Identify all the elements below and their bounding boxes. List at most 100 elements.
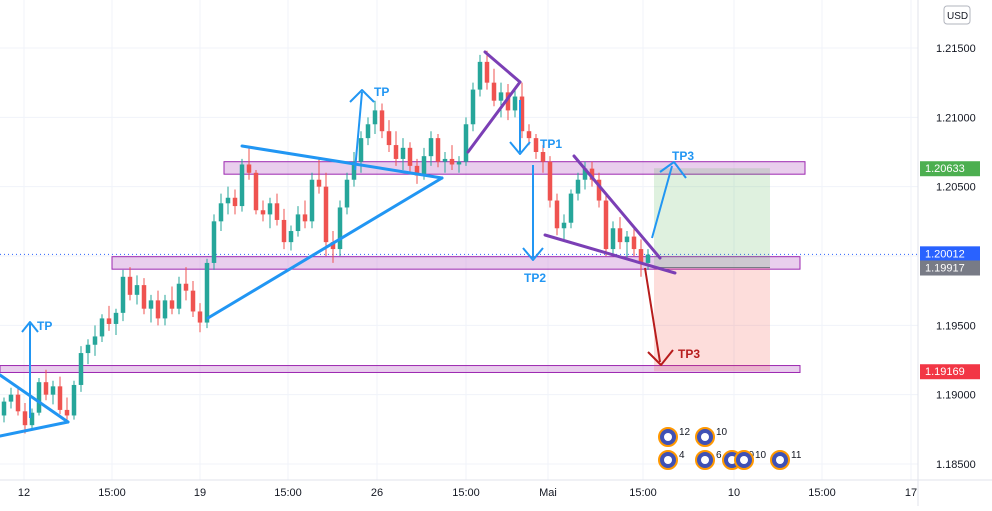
loss-zone[interactable] [654,267,770,372]
price-label[interactable]: 1.19917 [920,260,980,276]
candle[interactable] [1,397,7,423]
candle[interactable] [78,346,84,392]
candle[interactable] [267,197,273,229]
candle[interactable] [519,82,525,139]
candle[interactable] [169,286,175,315]
candle[interactable] [8,387,14,409]
candle[interactable] [603,193,609,256]
candle[interactable] [582,161,588,190]
candle[interactable] [554,193,560,236]
candle[interactable] [183,267,189,301]
price-label[interactable]: 1.20633 [920,161,980,177]
trend-line[interactable] [543,233,677,275]
candle[interactable] [484,50,490,90]
economic-event[interactable]: 11 [770,450,802,470]
candle[interactable] [400,138,406,171]
candle[interactable] [57,376,63,415]
candle[interactable] [596,172,602,208]
candle[interactable] [442,152,448,173]
trend-line[interactable] [466,80,522,154]
candle[interactable] [148,294,154,323]
trend-line[interactable] [0,420,70,438]
candle[interactable] [225,186,231,215]
economic-event[interactable]: 4 [658,450,685,470]
candle[interactable] [113,308,119,336]
candle[interactable] [99,314,105,342]
trend-line[interactable] [483,50,522,84]
trend-line[interactable] [240,144,444,180]
candle[interactable] [274,193,280,226]
tp-arrowhead[interactable] [349,89,375,103]
candle[interactable] [253,170,259,215]
candle[interactable] [29,408,35,430]
candle[interactable] [246,147,252,180]
candle[interactable] [337,200,343,256]
profit-zone[interactable] [654,168,770,268]
candle[interactable] [85,339,91,365]
economic-event[interactable]: 10 [734,450,767,470]
candle[interactable] [589,161,595,187]
candle[interactable] [43,369,49,401]
candle[interactable] [470,82,476,132]
candle[interactable] [365,117,371,146]
candle[interactable] [372,100,378,134]
trend-line[interactable] [0,373,70,424]
tp3-up-arrow[interactable] [651,165,673,239]
tp3-down-arrowhead[interactable] [647,349,674,366]
candle[interactable] [477,54,483,97]
candle[interactable] [393,131,399,166]
candle[interactable] [491,68,497,107]
economic-event[interactable]: 6 [695,450,722,470]
candle[interactable] [120,269,126,322]
candle[interactable] [127,267,133,301]
candle[interactable] [162,294,168,326]
candle[interactable] [568,189,574,229]
tp1-arrowhead[interactable] [509,141,531,155]
candle[interactable] [50,380,56,405]
candle[interactable] [22,402,28,434]
candle[interactable] [407,142,413,173]
candle[interactable] [239,158,245,212]
candle[interactable] [330,231,336,263]
sr-zone[interactable] [0,365,801,373]
trend-line[interactable] [572,154,662,260]
candle[interactable] [533,133,539,159]
candle[interactable] [64,397,70,422]
candle[interactable] [15,386,21,416]
candle[interactable] [288,225,294,251]
candle[interactable] [176,276,182,315]
candle[interactable] [512,89,518,118]
price-label[interactable]: 1.19169 [920,364,980,380]
candle[interactable] [260,200,266,222]
tp3-up-arrowhead[interactable] [659,161,687,179]
currency-button[interactable] [943,5,971,25]
candle[interactable] [631,228,637,256]
candle[interactable] [218,193,224,232]
candle[interactable] [190,280,196,318]
tp-arrowhead[interactable] [21,321,39,333]
candle[interactable] [323,172,329,256]
candle[interactable] [561,214,567,240]
candle[interactable] [379,103,385,139]
candle[interactable] [505,84,511,121]
candle[interactable] [463,117,469,166]
candle[interactable] [316,158,322,194]
candle[interactable] [302,200,308,229]
candle[interactable] [295,206,301,237]
candle[interactable] [456,156,462,173]
candle[interactable] [414,158,420,184]
candle[interactable] [36,378,42,416]
candle[interactable] [526,124,532,146]
tp2-arrowhead[interactable] [522,247,544,261]
candle[interactable] [344,172,350,215]
candle[interactable] [197,303,203,333]
economic-event[interactable]: 10 [695,427,728,447]
economic-event[interactable]: 12 [658,427,691,447]
candle[interactable] [435,133,441,168]
candle[interactable] [449,145,455,171]
candle[interactable] [386,120,392,152]
candle[interactable] [638,239,644,277]
trend-line[interactable] [206,176,444,320]
